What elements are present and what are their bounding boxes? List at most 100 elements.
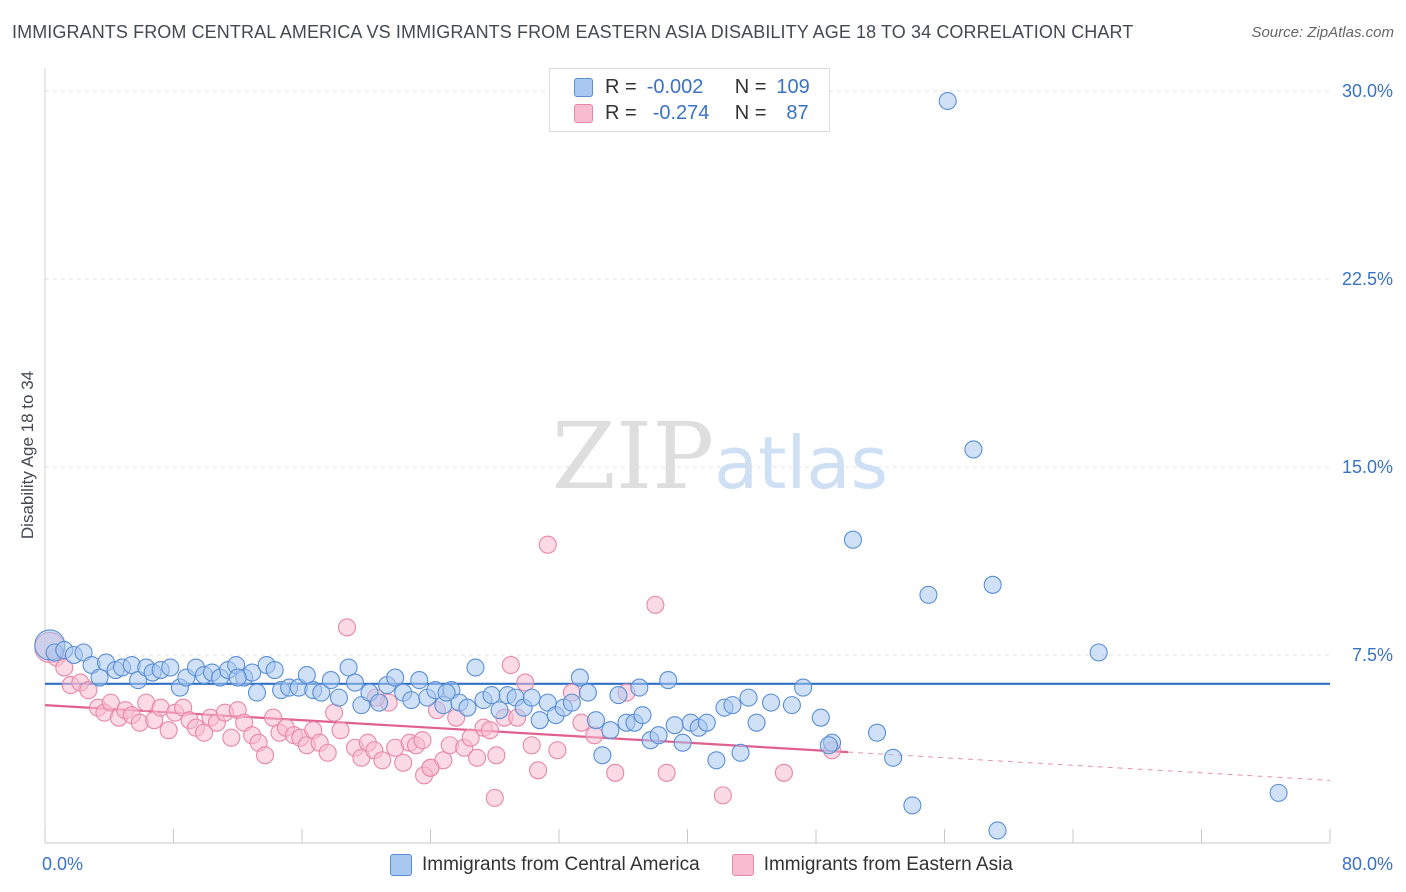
series-name: Immigrants from Central America [422, 854, 700, 875]
eastern-asia-point [331, 721, 350, 740]
eastern-asia-point [522, 736, 541, 755]
central-america-point [522, 688, 541, 707]
central-america-point [819, 736, 838, 755]
central-america-point [466, 658, 485, 677]
central-america-point [321, 671, 340, 690]
central-america-point [339, 658, 358, 677]
central-america-point [297, 666, 316, 685]
central-america-point [1089, 643, 1108, 662]
central-america-point [919, 585, 938, 604]
y-tick-label: 30.0% [1342, 81, 1393, 101]
eastern-asia-point [394, 753, 413, 772]
eastern-asia-point [774, 763, 793, 782]
central-america-point [811, 708, 830, 727]
legend-n-value: 109 [776, 75, 810, 98]
eastern-asia-point [657, 763, 676, 782]
eastern-asia-point [101, 693, 120, 712]
y-tick-label: 15.0% [1342, 457, 1393, 477]
central-america-point [867, 723, 887, 742]
eastern-asia-point [485, 788, 504, 807]
chart-title: IMMIGRANTS FROM CENTRAL AMERICA VS IMMIG… [12, 22, 1134, 42]
central-america-point [707, 751, 726, 770]
central-america-point [312, 683, 331, 702]
eastern-asia-point [606, 763, 625, 782]
central-america-point [659, 671, 678, 690]
central-america-point [562, 693, 581, 712]
eastern-asia-point [501, 655, 520, 675]
legend-row-eastern-asia: R = -0.274 N = 87 [574, 101, 809, 125]
central-america-point [633, 706, 652, 725]
central-america-point [673, 733, 692, 752]
eastern-asia-point [337, 618, 357, 637]
central-america-point [458, 698, 477, 717]
central-america-point [988, 821, 1007, 840]
central-america-point [490, 701, 509, 720]
eastern-asia-point [373, 751, 392, 770]
y-tick-label: 7.5% [1352, 645, 1393, 665]
central-america-point [228, 668, 247, 687]
series-swatch-pink [731, 854, 754, 876]
legend-r-label: R = [605, 101, 637, 124]
central-america-point [593, 746, 612, 765]
trend-line-extension-1 [848, 751, 1331, 781]
central-america-point [723, 696, 742, 715]
central-america-point [630, 678, 649, 697]
central-america-point [329, 688, 348, 707]
central-america-point [1269, 783, 1288, 802]
central-america-point [402, 691, 421, 710]
central-america-point [482, 686, 501, 705]
central-america-point [843, 530, 862, 549]
central-america-point [731, 743, 750, 762]
central-america-point [747, 713, 766, 732]
eastern-asia-point [516, 673, 535, 692]
legend-r-value: -0.274 [652, 101, 710, 124]
eastern-asia-point [256, 746, 275, 765]
eastern-asia-point [487, 746, 506, 765]
central-america-point [530, 711, 549, 730]
central-america-point [247, 683, 267, 702]
eastern-asia-point [325, 703, 344, 722]
x-tick-label-min: 0.0% [42, 854, 83, 874]
legend-r-label: R = [605, 75, 637, 98]
legend-n-label: N = [734, 101, 767, 124]
legend-n-label: N = [734, 75, 767, 98]
eastern-asia-point [461, 728, 480, 747]
central-america-point [794, 678, 813, 697]
central-america-point [964, 440, 983, 459]
eastern-asia-point [480, 721, 499, 740]
central-america-point [609, 686, 628, 705]
eastern-asia-point [222, 728, 241, 747]
eastern-asia-point [194, 723, 214, 742]
data-points [34, 91, 1288, 840]
central-america-point [410, 671, 429, 690]
central-america-point [265, 660, 284, 680]
series-legend: Immigrants from Central America Immigran… [390, 851, 1045, 879]
central-america-point [739, 688, 758, 707]
eastern-asia-point [468, 748, 487, 767]
central-america-point [938, 91, 957, 111]
central-america-point [761, 693, 781, 712]
central-america-point [697, 713, 716, 732]
central-america-point [578, 683, 597, 702]
central-america-point [345, 673, 365, 692]
x-tick-label-max: 80.0% [1342, 854, 1393, 874]
legend-n-value: 87 [786, 101, 809, 124]
tick-labels: 7.5% 15.0% 22.5% 30.0% 0.0% 80.0% [42, 81, 1393, 874]
eastern-asia-point [538, 535, 557, 554]
central-america-point [586, 711, 605, 730]
series-name: Immigrants from Eastern Asia [763, 854, 1013, 875]
eastern-asia-point [318, 743, 337, 762]
correlation-legend: R = -0.002 N = 109 R = -0.274 N = 87 [549, 68, 830, 132]
central-america-point [161, 658, 180, 677]
central-america-point [884, 748, 903, 767]
central-america-point [437, 683, 456, 702]
legend-row-central-america: R = -0.002 N = 109 [574, 75, 810, 99]
eastern-asia-point [264, 708, 283, 727]
central-america-point [570, 668, 589, 687]
central-america-point [649, 726, 668, 745]
eastern-asia-point [413, 731, 432, 750]
eastern-asia-point [713, 786, 732, 805]
eastern-asia-point [529, 761, 548, 780]
watermark: ZIPatlas [552, 403, 888, 510]
